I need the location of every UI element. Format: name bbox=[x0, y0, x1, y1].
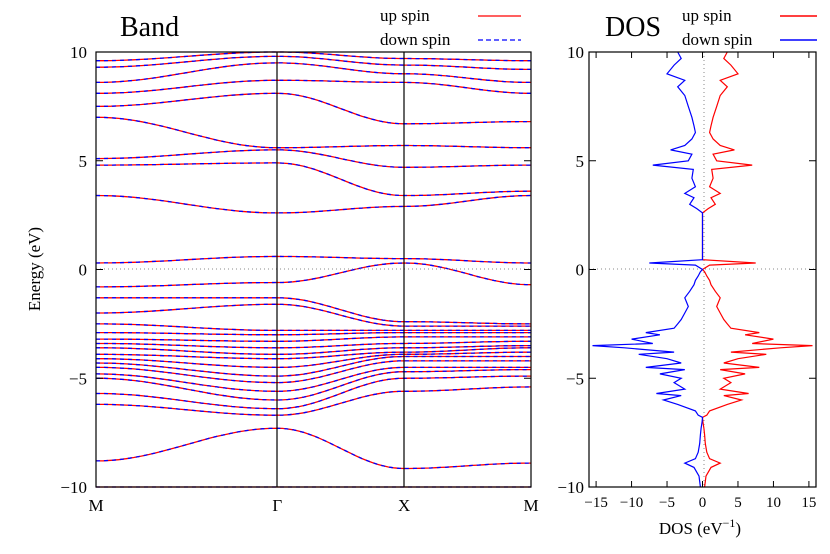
band-down-line-9 bbox=[96, 347, 531, 360]
band-down-line-23 bbox=[95, 92, 531, 125]
band-down-line-10 bbox=[96, 344, 531, 355]
band-ytick-label: 5 bbox=[79, 152, 88, 171]
band-ytick-label: 10 bbox=[70, 43, 87, 62]
band-xtick-label: M bbox=[88, 496, 103, 515]
dos-xtick-label: −10 bbox=[620, 495, 643, 511]
band-ytick-label: −5 bbox=[69, 369, 87, 388]
band-down-line-15 bbox=[96, 303, 531, 327]
band-down-line-18 bbox=[95, 255, 531, 264]
band-down-line-20 bbox=[96, 162, 531, 197]
band-down-line-4 bbox=[96, 368, 531, 401]
band-up-line-20 bbox=[96, 162, 531, 197]
dos-xlabel-close: ) bbox=[735, 519, 741, 538]
band-down-line-14 bbox=[96, 323, 531, 332]
dos-xtick-label: 10 bbox=[766, 495, 781, 511]
band-down-line-22 bbox=[95, 116, 531, 149]
band-up-line-14 bbox=[96, 323, 531, 332]
dos-xtick-label: 5 bbox=[734, 495, 742, 511]
band-xtick-label: M bbox=[523, 496, 538, 515]
dos-xlabel: DOS (eV−1) bbox=[659, 516, 741, 538]
band-up-line-1 bbox=[95, 427, 531, 470]
band-curves bbox=[95, 51, 532, 488]
band-down-line-24 bbox=[96, 79, 531, 94]
dos-legend-up-label: up spin bbox=[682, 6, 732, 25]
band-down-line-2 bbox=[96, 386, 532, 416]
dos-xtick-label: 0 bbox=[699, 495, 707, 511]
band-down-line-11 bbox=[96, 340, 531, 349]
dos-title: DOS bbox=[605, 12, 661, 43]
dos-ytick-label: 5 bbox=[576, 152, 585, 171]
dos-legend-down-label: down spin bbox=[682, 30, 753, 49]
band-xtick-label: Γ bbox=[272, 496, 282, 515]
band-down-line-6 bbox=[96, 360, 531, 384]
band-down-line-21 bbox=[95, 149, 531, 168]
dos-xlabel-sup: −1 bbox=[723, 516, 736, 530]
band-down-line-7 bbox=[95, 355, 531, 377]
band-down-line-12 bbox=[96, 336, 531, 342]
dos-down-spin-line bbox=[592, 51, 704, 488]
band-legend-up-label: up spin bbox=[380, 6, 430, 25]
dos-xtick-label: −5 bbox=[659, 495, 675, 511]
band-down-line-19 bbox=[95, 194, 532, 214]
dos-ytick-label: 10 bbox=[567, 43, 584, 62]
band-down-line-8 bbox=[96, 351, 532, 369]
band-ylabel: Energy (eV) bbox=[25, 227, 44, 311]
dos-up-spin-line bbox=[701, 51, 813, 488]
dos-x-axis: −15 −10 −5 0 5 10 15 bbox=[584, 52, 816, 511]
band-down-line-26 bbox=[96, 55, 531, 71]
dos-curves bbox=[592, 51, 813, 488]
dos-xtick-label: −15 bbox=[584, 495, 607, 511]
band-up-line-22 bbox=[95, 116, 531, 149]
band-y-axis: −10 −5 0 5 10 bbox=[60, 43, 531, 497]
dos-ytick-label: 0 bbox=[576, 261, 585, 280]
band-down-line-27 bbox=[96, 51, 531, 62]
band-down-line-25 bbox=[96, 62, 531, 84]
dos-ytick-label: −10 bbox=[557, 478, 584, 497]
band-down-line-17 bbox=[96, 262, 532, 288]
band-up-line-19 bbox=[95, 194, 532, 214]
band-up-line-25 bbox=[96, 62, 531, 84]
band-title: Band bbox=[120, 12, 179, 43]
band-up-line-24 bbox=[96, 79, 531, 94]
dos-xlabel-main: DOS (eV bbox=[659, 519, 723, 538]
band-panel: Band up spin down spin −10 −5 0 5 10 M Γ X M En… bbox=[25, 6, 539, 515]
band-legend-down-label: down spin bbox=[380, 30, 451, 49]
dos-ytick-label: −5 bbox=[566, 369, 584, 388]
band-xtick-label: X bbox=[398, 496, 410, 515]
band-ytick-label: −10 bbox=[60, 478, 87, 497]
band-up-line-17 bbox=[96, 262, 532, 288]
dos-y-axis: −10 −5 0 5 10 bbox=[557, 43, 816, 497]
band-down-line-1 bbox=[95, 427, 531, 470]
band-down-line-16 bbox=[96, 297, 531, 325]
band-up-line-3 bbox=[96, 375, 531, 410]
band-down-line-3 bbox=[96, 375, 531, 410]
band-up-line-23 bbox=[95, 92, 531, 125]
band-plot-frame bbox=[95, 51, 532, 488]
dos-xtick-label: 15 bbox=[801, 495, 816, 511]
band-down-line-13 bbox=[96, 331, 531, 336]
band-down-line-5 bbox=[95, 366, 531, 392]
band-ytick-label: 0 bbox=[79, 261, 88, 280]
